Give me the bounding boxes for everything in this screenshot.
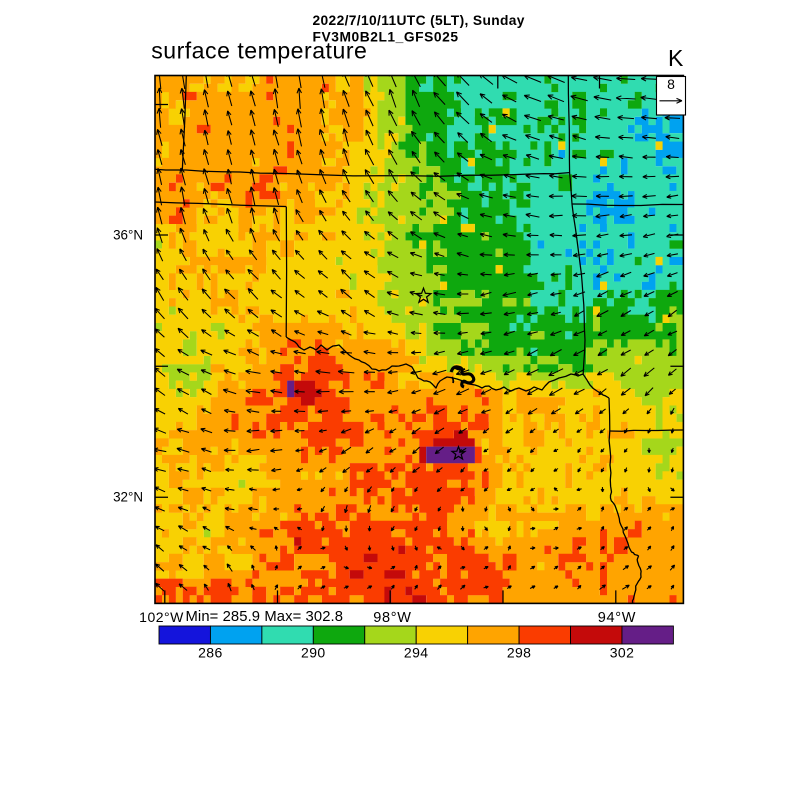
svg-text:Min= 285.9 Max= 302.8: Min= 285.9 Max= 302.8	[186, 609, 344, 625]
svg-text:FV3M0B2L1_GFS025: FV3M0B2L1_GFS025	[313, 30, 459, 45]
svg-text:36°N: 36°N	[113, 228, 143, 243]
svg-text:302: 302	[610, 645, 635, 661]
svg-text:94°W: 94°W	[598, 610, 636, 626]
svg-text:98°W: 98°W	[373, 610, 411, 626]
svg-text:32°N: 32°N	[113, 490, 143, 505]
svg-text:K: K	[668, 45, 684, 71]
svg-text:290: 290	[301, 645, 326, 661]
svg-text:298: 298	[507, 645, 532, 661]
svg-text:surface temperature: surface temperature	[151, 38, 367, 64]
svg-text:294: 294	[404, 645, 429, 661]
svg-text:8: 8	[667, 76, 675, 92]
svg-text:102°W: 102°W	[139, 609, 184, 625]
svg-text:2022/7/10/11UTC (5LT), Sunday: 2022/7/10/11UTC (5LT), Sunday	[313, 13, 525, 28]
svg-text:286: 286	[198, 645, 223, 661]
